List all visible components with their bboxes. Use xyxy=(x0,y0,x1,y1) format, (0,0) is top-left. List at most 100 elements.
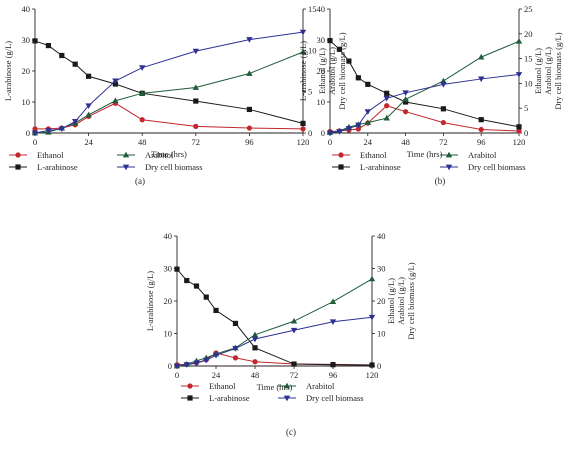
legend-label-dry-cell-biomass: Dry cell biomass xyxy=(468,162,526,172)
data-point-l-arabinose xyxy=(174,266,180,272)
data-point-ethanol xyxy=(300,126,306,132)
x-tick-label: 96 xyxy=(477,137,486,147)
legend-marker-l-arabinose xyxy=(338,164,344,170)
y-axis-left-label: L-arabinose (g/L) xyxy=(298,41,308,101)
data-point-ethanol xyxy=(355,126,361,132)
data-point-dry-cell-biomass xyxy=(45,128,52,134)
data-point-ethanol xyxy=(516,128,522,134)
data-point-dry-cell-biomass xyxy=(72,119,79,125)
series-line-dry-cell-biomass xyxy=(329,73,520,134)
data-point-l-arabinose xyxy=(355,75,361,81)
data-point-arabitol xyxy=(139,90,146,96)
data-point-dry-cell-biomass xyxy=(85,103,92,109)
y-left-tick-label: 10 xyxy=(22,97,31,107)
y-axis-right-label-line: Arabitol (g/L) xyxy=(396,277,406,325)
data-point-dry-cell-biomass xyxy=(368,314,376,321)
legend-label-ethanol: Ethanol xyxy=(209,381,236,391)
y-axis-right-label-line: Ethanol (g/L) xyxy=(533,48,543,94)
x-tick-label: 24 xyxy=(364,137,373,147)
data-point-l-arabinose xyxy=(72,61,78,67)
data-point-ethanol xyxy=(384,103,390,109)
y-axis-right-label-line: Ethanol (g/L) xyxy=(317,48,327,94)
panel-label: (c) xyxy=(286,427,296,437)
legend-marker-l-arabinose xyxy=(187,395,193,401)
y-right-tick-label: 25 xyxy=(524,4,533,14)
data-point-dry-cell-biomass xyxy=(246,37,253,43)
legend-marker-ethanol xyxy=(338,152,344,158)
data-point-dry-cell-biomass xyxy=(290,327,298,334)
data-point-l-arabinose xyxy=(203,294,209,300)
data-point-l-arabinose xyxy=(291,361,297,367)
x-tick-label: 0 xyxy=(328,137,332,147)
x-tick-label: 120 xyxy=(297,137,310,147)
data-point-l-arabinose xyxy=(232,320,239,327)
x-axis-label: Time (hrs) xyxy=(407,149,443,159)
x-tick-label: 0 xyxy=(175,370,179,380)
legend-marker-arabitol xyxy=(283,382,291,389)
data-point-l-arabinose xyxy=(403,99,409,105)
x-axis-label: Time (hrs) xyxy=(151,149,187,159)
data-point-arabitol xyxy=(85,111,92,118)
data-point-dry-cell-biomass xyxy=(31,130,39,137)
y-axis-right-label-line: Arabitol (g/L) xyxy=(543,47,553,95)
data-point-dry-cell-biomass xyxy=(355,122,362,129)
y-left-tick-label: 10 xyxy=(164,329,173,339)
legend-label-ethanol: Ethanol xyxy=(360,150,387,160)
y-right-tick-label: 20 xyxy=(524,29,533,39)
y-left-tick-label: 20 xyxy=(317,66,326,76)
y-left-tick-label: 20 xyxy=(164,296,173,306)
data-point-l-arabinose xyxy=(369,362,375,368)
data-point-dry-cell-biomass xyxy=(329,319,337,325)
data-point-dry-cell-biomass xyxy=(515,72,523,78)
data-point-l-arabinose xyxy=(32,38,38,44)
legend-marker-arabitol xyxy=(122,151,130,158)
data-point-dry-cell-biomass xyxy=(364,109,371,115)
y-axis-right-label-line: Ethanol (g/L) xyxy=(386,278,396,324)
data-point-l-arabinose xyxy=(184,277,190,284)
data-point-dry-cell-biomass xyxy=(183,362,190,368)
legend-label-dry-cell-biomass: Dry cell biomass xyxy=(145,162,203,172)
data-point-l-arabinose xyxy=(300,120,306,126)
series-line-dry-cell-biomass xyxy=(34,31,304,134)
data-point-l-arabinose xyxy=(86,73,92,79)
data-point-dry-cell-biomass xyxy=(299,29,307,36)
y-right-tick-label: 20 xyxy=(377,296,386,306)
data-point-dry-cell-biomass xyxy=(383,95,390,102)
y-right-tick-label: 5 xyxy=(308,87,312,97)
data-point-dry-cell-biomass xyxy=(193,360,200,367)
data-point-ethanol xyxy=(193,123,199,129)
data-point-l-arabinose xyxy=(246,106,252,113)
y-right-tick-label: 40 xyxy=(377,231,386,241)
y-left-tick-label: 40 xyxy=(22,4,31,14)
data-point-arabitol xyxy=(478,53,485,60)
x-tick-label: 72 xyxy=(290,370,299,380)
legend-label-l-arabinose: L-arabinose xyxy=(360,162,401,172)
legend-marker-dry-cell-biomass xyxy=(122,164,130,171)
y-right-tick-label: 0 xyxy=(308,128,312,138)
data-point-l-arabinose xyxy=(59,52,65,59)
x-tick-label: 48 xyxy=(251,370,260,380)
data-point-dry-cell-biomass xyxy=(232,346,239,352)
data-point-ethanol xyxy=(246,125,252,131)
legend-label-dry-cell-biomass: Dry cell biomass xyxy=(306,393,364,403)
legend-label-arabitol: Arabitol xyxy=(468,150,497,160)
y-axis-left-label: L-arabinose (g/L) xyxy=(3,41,13,101)
data-point-ethanol xyxy=(440,119,446,126)
y-left-tick-label: 20 xyxy=(22,66,31,76)
data-point-l-arabinose xyxy=(440,106,446,112)
data-point-l-arabinose xyxy=(365,81,371,87)
data-point-l-arabinose xyxy=(213,307,219,314)
data-point-arabitol xyxy=(299,48,307,55)
y-right-tick-label: 0 xyxy=(524,128,528,138)
data-point-dry-cell-biomass xyxy=(402,90,409,97)
y-left-tick-label: 30 xyxy=(317,35,326,45)
data-point-l-arabinose xyxy=(45,42,51,49)
data-point-arabitol xyxy=(402,96,409,102)
y-axis-right-label-line: Dry cell biomass (g/L) xyxy=(406,262,416,339)
y-right-tick-label: 30 xyxy=(377,264,386,274)
legend-marker-dry-cell-biomass xyxy=(445,164,453,171)
data-point-ethanol xyxy=(252,359,258,365)
series-line-arabitol xyxy=(176,278,373,367)
